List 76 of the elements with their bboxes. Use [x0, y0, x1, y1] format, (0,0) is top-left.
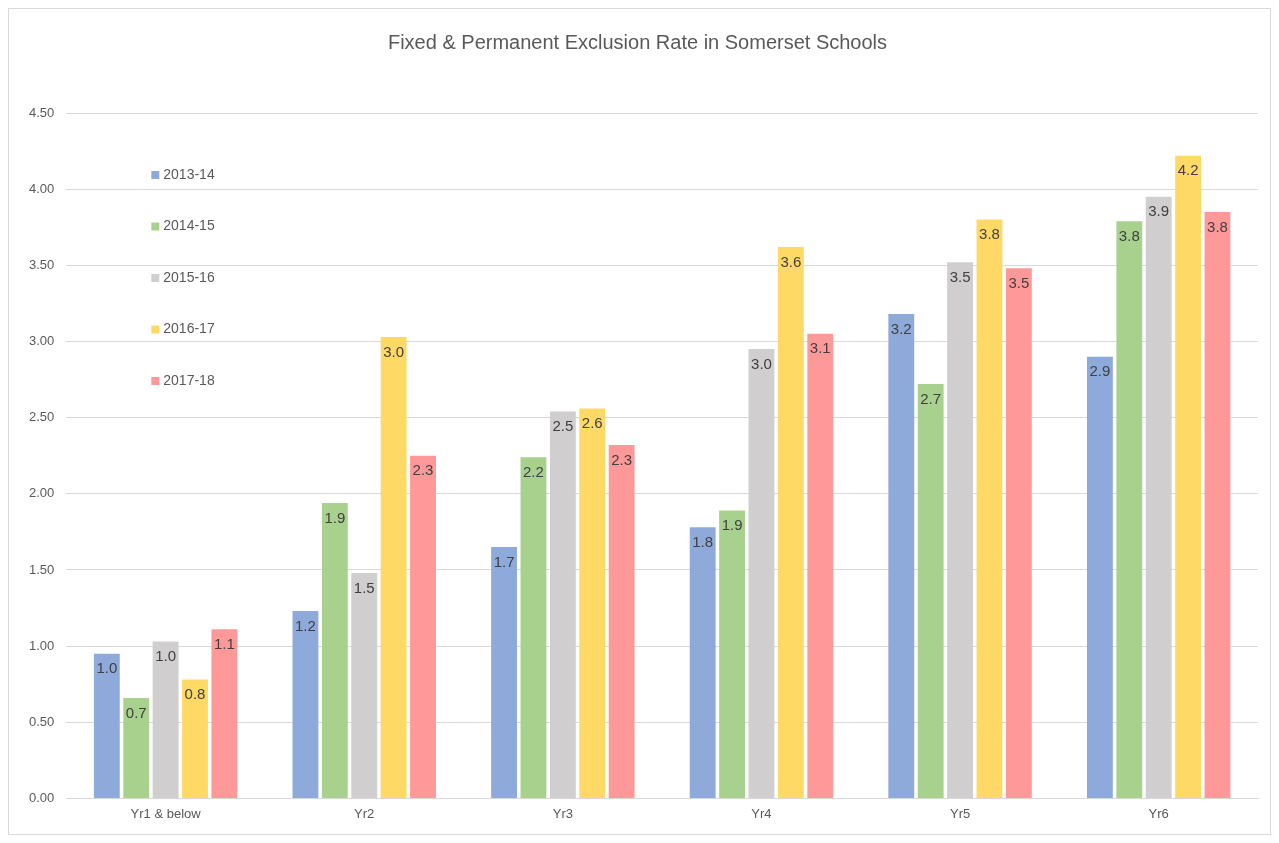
data-label: 2.2 — [523, 462, 544, 480]
data-label: 3.8 — [979, 225, 1000, 243]
data-label: 3.9 — [1148, 202, 1170, 220]
y-tick-label: 2.00 — [28, 485, 55, 501]
bar — [321, 502, 348, 798]
bar — [579, 408, 606, 798]
data-label: 0.7 — [125, 703, 147, 721]
data-label: 1.1 — [213, 634, 235, 652]
bar — [182, 679, 208, 798]
data-label: 1.8 — [692, 532, 714, 550]
data-label: 3.2 — [890, 319, 912, 337]
bar — [888, 314, 915, 798]
x-tick-label: Yr5 — [949, 805, 971, 821]
data-label: 2.9 — [1089, 362, 1111, 380]
y-tick-label: 0.00 — [28, 789, 55, 805]
bar — [410, 455, 436, 798]
data-label: 2.3 — [412, 461, 434, 479]
y-tick-label: 1.50 — [28, 561, 55, 577]
bar — [1005, 268, 1032, 798]
bar — [491, 547, 517, 798]
data-label: 4.2 — [1177, 161, 1199, 179]
bar — [1086, 356, 1113, 798]
data-label: 3.8 — [1118, 226, 1140, 244]
data-label: 3.0 — [751, 354, 772, 372]
chart-title: Fixed & Permanent Exclusion Rate in Somerset Schools — [387, 30, 888, 53]
bar — [1204, 212, 1231, 798]
x-tick-label: Yr2 — [354, 805, 375, 821]
y-tick-label: 4.00 — [28, 180, 55, 196]
bar — [380, 336, 407, 798]
y-tick-label: 2.50 — [28, 409, 55, 425]
data-label: 2.7 — [920, 389, 942, 407]
data-label: 1.7 — [493, 552, 515, 570]
data-label: 3.5 — [1008, 274, 1030, 291]
data-label: 1.9 — [324, 508, 346, 526]
data-label: 1.9 — [721, 516, 743, 534]
data-label: 3.1 — [809, 339, 831, 357]
bar — [807, 333, 834, 798]
legend-label: 2014-15 — [163, 217, 215, 234]
x-tick-label: Yr4 — [751, 805, 772, 821]
data-label: 3.5 — [949, 267, 971, 285]
bar — [608, 445, 635, 798]
bar — [777, 247, 804, 798]
y-tick-label: 3.50 — [28, 256, 55, 272]
bar — [1175, 155, 1202, 798]
data-label: 1.0 — [155, 647, 177, 665]
y-tick-label: 4.50 — [28, 104, 55, 120]
data-label: 2.5 — [552, 417, 574, 435]
legend-label: 2017-18 — [163, 371, 215, 388]
legend-label: 2013-14 — [163, 165, 215, 182]
data-label: 3.0 — [383, 342, 405, 360]
x-tick-label: Yr3 — [552, 805, 573, 821]
y-tick-label: 1.00 — [28, 637, 55, 653]
bar — [123, 697, 150, 798]
data-label: 1.5 — [353, 578, 375, 596]
data-label: 3.8 — [1207, 217, 1228, 235]
bar — [1116, 221, 1143, 798]
data-label: 2.6 — [581, 414, 603, 432]
bar — [976, 219, 1003, 798]
data-label: 0.8 — [184, 685, 206, 703]
bar — [520, 457, 547, 798]
y-tick-label: 3.00 — [28, 333, 55, 349]
data-label: 3.6 — [780, 252, 802, 270]
legend-label: 2015-16 — [163, 268, 215, 285]
data-label: 1.0 — [96, 659, 118, 677]
y-tick-label: 0.50 — [28, 713, 55, 729]
data-label: 2.3 — [611, 450, 633, 468]
bar — [917, 384, 944, 798]
bar — [211, 629, 238, 798]
bar — [719, 510, 745, 798]
legend-label: 2016-17 — [163, 320, 215, 337]
data-label: 1.2 — [295, 616, 316, 634]
x-tick-label: Yr6 — [1148, 805, 1169, 821]
bar — [93, 653, 120, 798]
bar — [689, 527, 716, 798]
bar — [292, 611, 319, 798]
x-tick-label: Yr1 & below — [130, 805, 202, 821]
